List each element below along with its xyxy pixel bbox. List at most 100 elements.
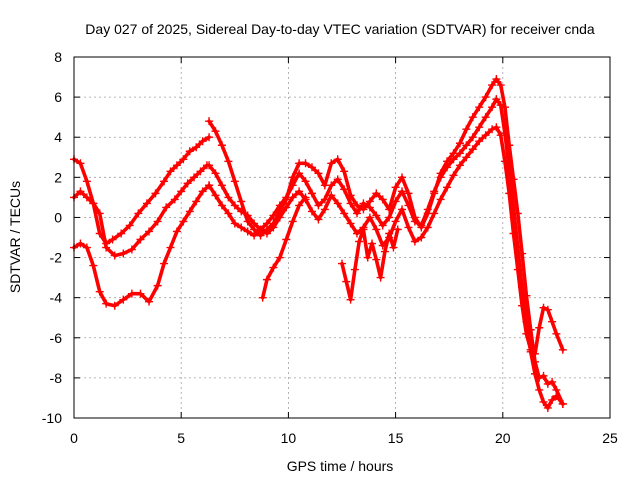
data-point bbox=[378, 195, 387, 204]
data-point bbox=[410, 217, 419, 226]
series-trace bbox=[340, 227, 400, 302]
data-point bbox=[346, 295, 355, 304]
data-point bbox=[275, 201, 284, 210]
data-point bbox=[307, 163, 316, 172]
data-point bbox=[353, 201, 362, 210]
x-tick-label: 10 bbox=[281, 430, 297, 446]
data-point bbox=[127, 245, 136, 254]
data-point bbox=[119, 249, 128, 258]
data-point bbox=[230, 201, 239, 210]
data-point bbox=[179, 217, 188, 226]
data-point bbox=[505, 165, 514, 174]
data-point bbox=[340, 167, 349, 176]
series-track-a bbox=[70, 133, 214, 248]
data-point bbox=[224, 157, 233, 166]
data-point bbox=[145, 297, 154, 306]
data-point bbox=[513, 243, 522, 252]
data-point bbox=[307, 207, 316, 216]
data-point bbox=[172, 227, 181, 236]
data-point bbox=[430, 209, 439, 218]
data-point bbox=[230, 177, 239, 186]
data-point bbox=[256, 225, 265, 234]
data-point bbox=[455, 139, 464, 148]
data-point bbox=[76, 187, 85, 196]
data-point bbox=[205, 181, 214, 190]
y-tick-label: -4 bbox=[50, 290, 63, 306]
data-point bbox=[217, 141, 226, 150]
data-point bbox=[363, 253, 372, 262]
data-point bbox=[190, 173, 199, 182]
data-point bbox=[496, 101, 505, 110]
data-point bbox=[196, 167, 205, 176]
data-point bbox=[338, 259, 346, 268]
y-tick-label: 2 bbox=[54, 169, 62, 185]
y-tick-label: 8 bbox=[54, 49, 62, 65]
data-point bbox=[391, 183, 400, 192]
data-point bbox=[262, 229, 271, 238]
data-point bbox=[295, 187, 304, 196]
data-point bbox=[250, 231, 259, 240]
data-point bbox=[102, 299, 111, 308]
data-point bbox=[320, 195, 329, 204]
data-point bbox=[462, 141, 471, 150]
data-point bbox=[237, 223, 246, 232]
data-point bbox=[372, 189, 381, 198]
data-point bbox=[288, 181, 297, 190]
data-point bbox=[417, 221, 426, 230]
data-point bbox=[295, 169, 304, 178]
data-point bbox=[327, 181, 336, 190]
y-tick-label: -8 bbox=[50, 370, 63, 386]
data-point bbox=[526, 347, 535, 356]
data-point bbox=[372, 255, 381, 264]
data-point bbox=[205, 161, 214, 170]
data-point bbox=[389, 243, 398, 252]
data-point bbox=[76, 239, 85, 248]
data-point bbox=[282, 235, 291, 244]
data-point bbox=[359, 225, 368, 234]
data-point bbox=[350, 265, 359, 274]
data-point bbox=[500, 129, 509, 138]
y-tick-label: 6 bbox=[54, 89, 62, 105]
y-axis-label: SDTVAR / TECUs bbox=[7, 181, 23, 293]
data-point bbox=[185, 207, 194, 216]
data-point bbox=[496, 131, 505, 140]
data-point bbox=[393, 225, 402, 234]
data-point bbox=[552, 329, 561, 338]
series-trace bbox=[260, 195, 308, 300]
data-point bbox=[262, 275, 271, 284]
series-track-e bbox=[205, 123, 567, 358]
data-point bbox=[492, 75, 501, 84]
data-point bbox=[301, 177, 310, 186]
data-point bbox=[307, 189, 316, 198]
data-point bbox=[125, 221, 134, 230]
data-point bbox=[110, 301, 119, 310]
y-tick-label: 4 bbox=[54, 129, 62, 145]
y-tick-label: 0 bbox=[54, 209, 62, 225]
data-point bbox=[468, 113, 477, 122]
data-point bbox=[436, 195, 445, 204]
x-axis-label: GPS time / hours bbox=[287, 458, 394, 474]
data-point bbox=[89, 199, 98, 208]
data-point bbox=[333, 175, 342, 184]
data-point bbox=[160, 259, 169, 268]
series-trace bbox=[72, 183, 211, 308]
data-point bbox=[275, 213, 284, 222]
data-point bbox=[530, 369, 539, 378]
data-point bbox=[269, 223, 278, 232]
x-tick-label: 25 bbox=[602, 430, 618, 446]
data-point bbox=[535, 323, 544, 332]
data-point bbox=[282, 193, 291, 202]
data-point bbox=[346, 219, 355, 228]
data-point bbox=[492, 123, 501, 132]
data-point bbox=[237, 207, 246, 216]
data-point bbox=[82, 243, 91, 252]
data-point bbox=[117, 229, 126, 238]
data-point bbox=[539, 397, 548, 406]
y-tick-label: -10 bbox=[42, 410, 62, 426]
data-point bbox=[359, 199, 368, 208]
data-point bbox=[423, 223, 432, 232]
data-point bbox=[372, 225, 381, 234]
data-point bbox=[301, 159, 310, 168]
data-point bbox=[417, 233, 426, 242]
